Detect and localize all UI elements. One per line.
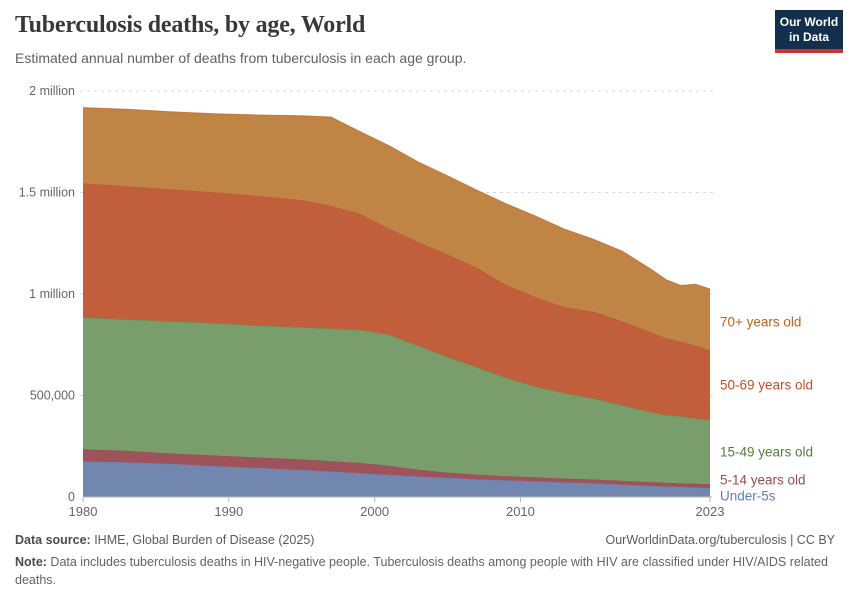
stacked-area-chart: 0 500,000 1 million 1.5 million 2 million 198… <box>0 85 850 530</box>
page-title: Tuberculosis deaths, by age, World <box>15 12 366 38</box>
owid-logo[interactable]: Our World in Data <box>775 10 843 53</box>
chart-canvas: 0 500,000 1 million 1.5 million 2 million 198… <box>19 85 725 519</box>
legend-label-under-5s[interactable]: Under-5s <box>720 488 776 504</box>
footer-note-label: Note: <box>15 555 47 569</box>
legend-label-50-69-years-old[interactable]: 50-69 years old <box>720 377 814 393</box>
data-source-text: Data source: IHME, Global Burden of Dise… <box>15 533 315 547</box>
footer-note: Note: Data includes tuberculosis deaths … <box>15 555 828 588</box>
page-subtitle: Estimated annual number of deaths from t… <box>15 50 467 66</box>
y-axis-label-0: 0 <box>68 490 75 504</box>
area-50-69-years-old[interactable] <box>83 183 710 421</box>
legend-label-70-years-old[interactable]: 70+ years old <box>720 314 802 330</box>
x-axis-label-1980: 1980 <box>69 504 98 519</box>
data-source-label: Data source: <box>15 533 91 547</box>
legend-label-15-49-years-old[interactable]: 15-49 years old <box>720 444 814 460</box>
y-axis-label-500-000: 500,000 <box>30 389 75 403</box>
footer-link[interactable]: OurWorldinData.org/tuberculosis | CC BY <box>605 533 836 547</box>
x-axis-label-2000: 2000 <box>360 504 389 519</box>
x-axis-label-1990: 1990 <box>214 504 243 519</box>
edge-70-years-old <box>82 107 711 290</box>
area-under-5s[interactable] <box>83 461 710 497</box>
x-axis-label-2010: 2010 <box>506 504 535 519</box>
area-15-49-years-old[interactable] <box>83 317 710 485</box>
y-axis-label-2-million: 2 million <box>29 85 75 98</box>
legend-label-5-14-years-old[interactable]: 5-14 years old <box>720 472 806 488</box>
footer-source-row: Data source: IHME, Global Burden of Dise… <box>15 533 835 547</box>
edge-5-14-years-old <box>82 448 711 485</box>
area-70-years-old[interactable] <box>83 107 710 351</box>
x-axis-label-2023: 2023 <box>696 504 725 519</box>
y-axis-label-1-million: 1 million <box>29 287 75 301</box>
y-axis-label-1-5-million: 1.5 million <box>19 186 75 200</box>
edge-15-49-years-old <box>82 316 711 421</box>
owid-logo-line1: Our World <box>779 15 839 30</box>
owid-logo-line2: in Data <box>788 29 829 44</box>
